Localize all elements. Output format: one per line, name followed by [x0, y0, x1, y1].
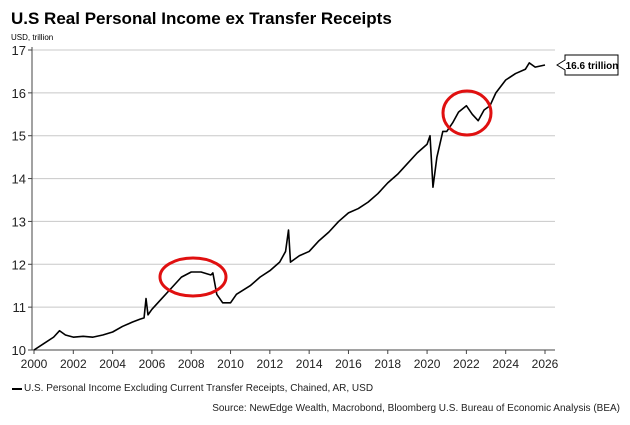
x-tick-label: 2020 [414, 357, 441, 371]
source-note: Source: NewEdge Wealth, Macrobond, Bloom… [212, 403, 620, 414]
x-tick-label: 2022 [453, 357, 480, 371]
x-tick-label: 2002 [60, 357, 87, 371]
y-tick-label: 17 [12, 43, 26, 58]
value-label: 16.6 trillion [566, 61, 619, 72]
legend-swatch [12, 387, 22, 390]
x-tick-label: 2016 [335, 357, 362, 371]
y-tick-label: 12 [12, 257, 26, 272]
legend-label: U.S. Personal Income Excluding Current T… [24, 383, 374, 394]
x-tick-label: 2026 [532, 357, 559, 371]
y-tick-label: 13 [12, 214, 26, 229]
x-tick-label: 2008 [178, 357, 205, 371]
y-tick-label: 10 [12, 343, 26, 358]
x-tick-label: 2004 [99, 357, 126, 371]
y-tick-label: 14 [12, 172, 26, 187]
highlight-circle-2022 [441, 89, 493, 137]
x-tick-label: 2000 [21, 357, 48, 371]
y-tick-label: 16 [12, 86, 26, 101]
series-line [33, 62, 546, 351]
x-tick-label: 2024 [492, 357, 519, 371]
y-tick-label: 11 [13, 300, 27, 315]
legend: U.S. Personal Income Excluding Current T… [12, 383, 373, 394]
x-tick-label: 2006 [139, 357, 166, 371]
x-tick-label: 2018 [374, 357, 401, 371]
y-tick-label: 15 [12, 129, 26, 144]
chart-title: U.S Real Personal Income ex Transfer Rec… [11, 9, 392, 28]
x-tick-label: 2014 [296, 357, 323, 371]
value-callout [556, 54, 619, 76]
y-axis-label: USD, trillion [11, 33, 54, 42]
highlight-circle-2008 [158, 256, 228, 298]
x-tick-label: 2010 [217, 357, 244, 371]
x-tick-label: 2012 [256, 357, 283, 371]
